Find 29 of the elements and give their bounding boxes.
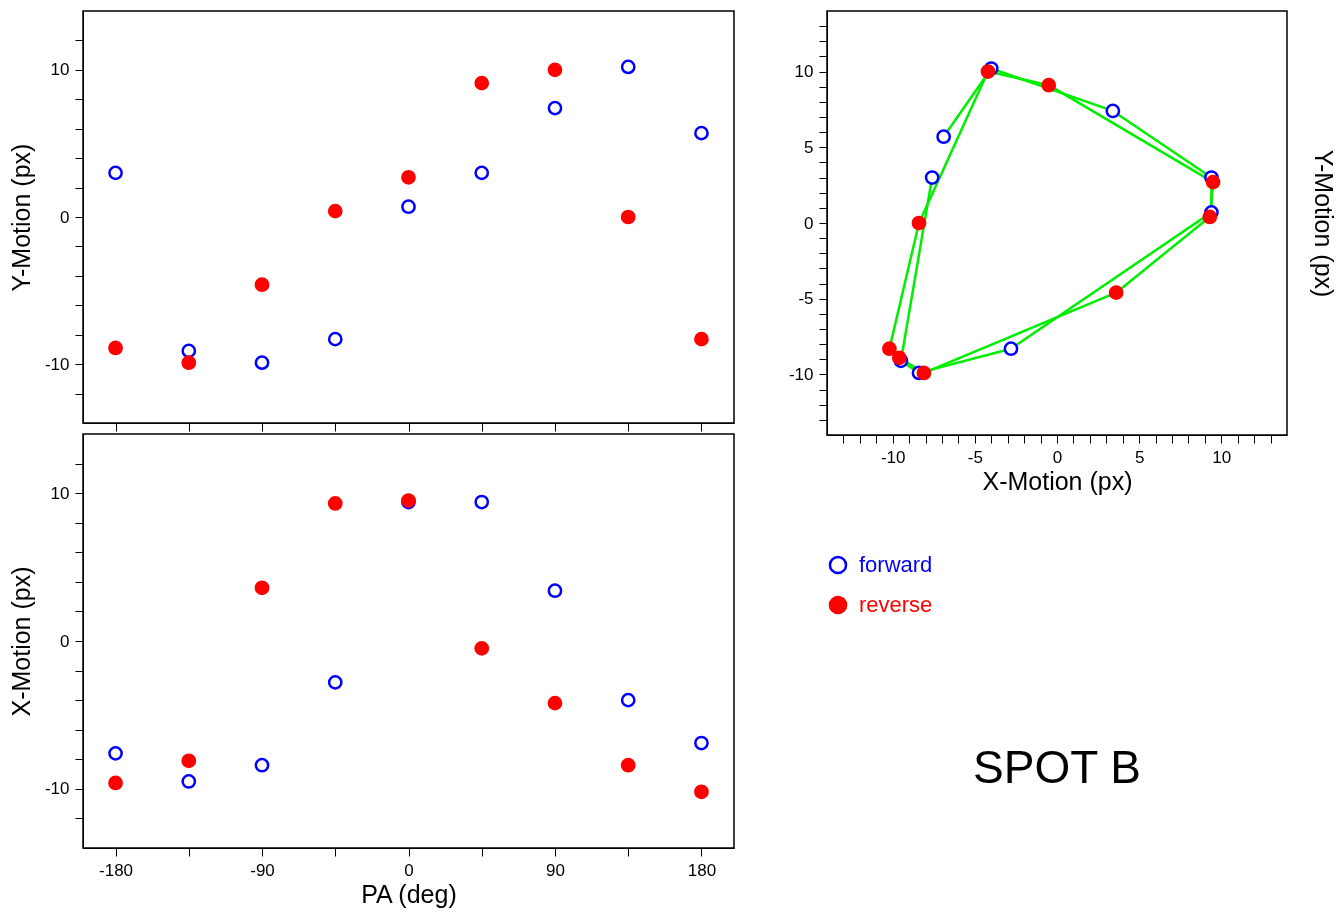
y-tick-label: 10 <box>794 62 814 82</box>
y-tick-label: -5 <box>798 289 814 309</box>
text: SPOT B <box>973 741 1141 793</box>
x-tick-label: 5 <box>1134 447 1145 467</box>
x-tick-label: -90 <box>250 860 275 880</box>
x-tick-label: 90 <box>546 860 565 880</box>
x-tick-label: -5 <box>967 447 983 467</box>
legend-label: forward <box>859 552 933 577</box>
x-tick-label: 10 <box>1212 447 1232 467</box>
y-tick-label: 0 <box>60 631 70 651</box>
y-tick-label: 0 <box>804 213 814 233</box>
y-tick-label: -10 <box>44 779 70 799</box>
x-axis-title: X-Motion (px) <box>982 466 1133 495</box>
x-tick-label: -10 <box>880 447 906 467</box>
y-tick-label: -10 <box>788 364 814 384</box>
x-tick-label: 0 <box>1052 447 1063 467</box>
x-axis-title: PA (deg) <box>361 879 457 908</box>
x-tick-label: 180 <box>687 860 717 880</box>
y-tick-label: -10 <box>44 354 70 374</box>
y-tick-label: 10 <box>50 60 70 80</box>
y-axis-title: Y-Motion (px) <box>1309 149 1338 298</box>
y-axis-title: X-Motion (px) <box>6 566 35 717</box>
y-tick-label: 5 <box>804 137 814 157</box>
y-tick-label: 10 <box>50 483 70 503</box>
x-tick-label: -180 <box>99 860 134 880</box>
legend-label: reverse <box>859 592 933 617</box>
x-tick-label: 0 <box>404 860 414 880</box>
y-axis-title: Y-Motion (px) <box>6 143 35 292</box>
y-tick-label: 0 <box>60 207 70 227</box>
